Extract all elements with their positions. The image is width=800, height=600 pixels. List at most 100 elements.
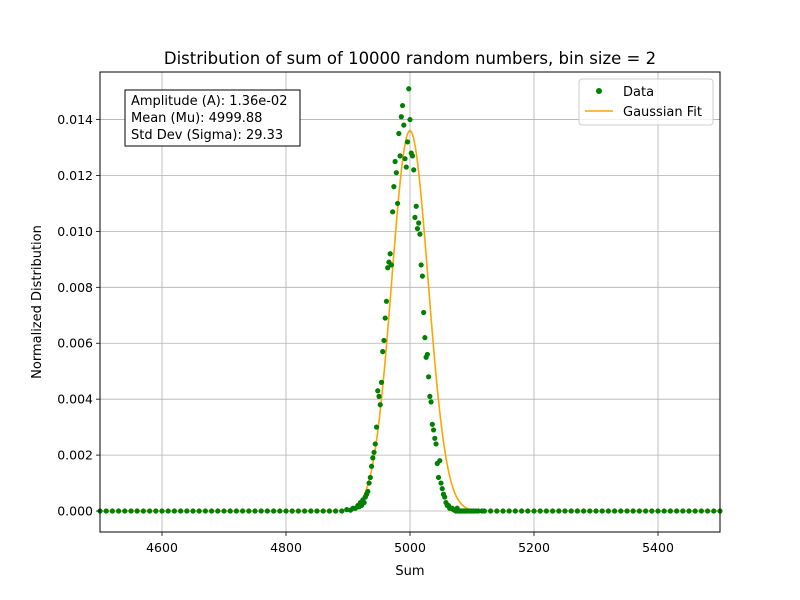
data-point bbox=[686, 508, 692, 514]
data-point bbox=[227, 508, 233, 514]
data-point bbox=[412, 214, 418, 221]
data-point bbox=[372, 441, 378, 447]
data-point bbox=[404, 139, 411, 145]
data-point bbox=[494, 508, 500, 514]
data-point bbox=[147, 508, 153, 514]
data-point bbox=[537, 508, 543, 514]
stats-amplitude: Amplitude (A): 1.36e-02 bbox=[131, 94, 287, 109]
data-point bbox=[587, 508, 593, 514]
data-point bbox=[692, 508, 698, 514]
y-tick-label: 0.006 bbox=[57, 336, 93, 351]
axis-ticks: 4600 4800 5000 5200 5400 0.000 0.002 0.004 0.006… bbox=[57, 112, 674, 555]
data-point bbox=[380, 349, 386, 355]
data-point bbox=[430, 427, 437, 433]
data-point bbox=[711, 508, 717, 514]
data-point bbox=[367, 474, 373, 481]
data-point bbox=[433, 441, 439, 447]
data-point bbox=[392, 158, 398, 165]
data-point bbox=[674, 508, 680, 514]
data-point bbox=[698, 508, 705, 514]
data-point bbox=[339, 508, 345, 514]
data-point bbox=[215, 508, 221, 514]
data-point bbox=[396, 130, 402, 137]
data-point bbox=[308, 508, 314, 514]
y-tick-label: 0.012 bbox=[57, 168, 93, 183]
data-point bbox=[506, 508, 512, 514]
data-point bbox=[422, 335, 428, 341]
data-point bbox=[599, 508, 605, 514]
stats-annotation: Amplitude (A): 1.36e-02 Mean (Mu): 4999.… bbox=[124, 89, 301, 147]
data-point bbox=[407, 116, 413, 123]
data-point bbox=[636, 508, 643, 514]
data-point bbox=[439, 486, 445, 492]
data-point bbox=[655, 508, 661, 514]
y-axis-title: Normalized Distribution bbox=[30, 225, 45, 379]
data-point bbox=[403, 164, 409, 170]
data-point bbox=[382, 315, 388, 321]
data-point bbox=[159, 508, 165, 514]
data-point bbox=[705, 508, 711, 514]
data-point bbox=[134, 508, 140, 514]
data-point bbox=[370, 455, 376, 461]
data-point bbox=[429, 421, 435, 427]
data-point bbox=[680, 508, 686, 514]
data-point bbox=[289, 508, 295, 514]
data-point bbox=[397, 153, 403, 159]
data-point bbox=[581, 508, 587, 514]
data-point bbox=[171, 508, 177, 514]
data-point bbox=[562, 508, 568, 514]
data-point bbox=[612, 508, 618, 514]
data-point bbox=[395, 200, 401, 207]
data-point bbox=[295, 508, 301, 514]
data-point bbox=[221, 508, 227, 514]
data-point bbox=[302, 508, 308, 514]
data-point bbox=[402, 156, 408, 162]
data-point bbox=[361, 500, 367, 506]
data-point bbox=[383, 298, 390, 304]
data-point bbox=[525, 508, 531, 514]
data-point bbox=[543, 508, 550, 514]
data-point bbox=[531, 508, 537, 514]
y-tick-label: 0.008 bbox=[57, 280, 93, 295]
x-tick-label: 5200 bbox=[518, 540, 550, 555]
data-point bbox=[116, 508, 122, 514]
y-tick-label: 0.004 bbox=[57, 392, 93, 407]
data-point bbox=[271, 508, 277, 514]
stats-mean: Mean (Mu): 4999.88 bbox=[131, 111, 262, 126]
data-point bbox=[326, 508, 332, 514]
data-point bbox=[574, 508, 581, 514]
data-point bbox=[373, 424, 380, 430]
data-point bbox=[209, 508, 215, 514]
data-point bbox=[398, 114, 404, 120]
data-point bbox=[165, 508, 171, 514]
data-point bbox=[416, 220, 422, 226]
data-point bbox=[409, 153, 416, 159]
data-point bbox=[519, 508, 525, 514]
data-point bbox=[399, 102, 406, 109]
data-point bbox=[202, 508, 208, 514]
data-point bbox=[233, 508, 239, 514]
x-tick-label: 4800 bbox=[270, 540, 302, 555]
data-point bbox=[427, 393, 433, 399]
data-point bbox=[264, 508, 270, 514]
data-point bbox=[140, 508, 146, 514]
stats-box bbox=[124, 89, 301, 147]
data-point bbox=[371, 449, 377, 455]
data-point bbox=[320, 508, 326, 514]
data-point bbox=[406, 86, 412, 92]
data-point bbox=[411, 167, 417, 173]
points-layer bbox=[97, 86, 723, 514]
data-point bbox=[413, 203, 419, 209]
data-point bbox=[391, 184, 397, 190]
data-point bbox=[426, 374, 432, 380]
data-point bbox=[366, 480, 372, 486]
data-point bbox=[488, 508, 494, 514]
data-point bbox=[390, 209, 396, 215]
chart-title: Distribution of sum of 10000 random numb… bbox=[164, 49, 656, 68]
data-point bbox=[333, 508, 339, 514]
data-point bbox=[258, 508, 264, 514]
x-tick-label: 5000 bbox=[394, 540, 426, 555]
data-point bbox=[109, 508, 115, 514]
x-tick-label: 4600 bbox=[146, 540, 178, 555]
